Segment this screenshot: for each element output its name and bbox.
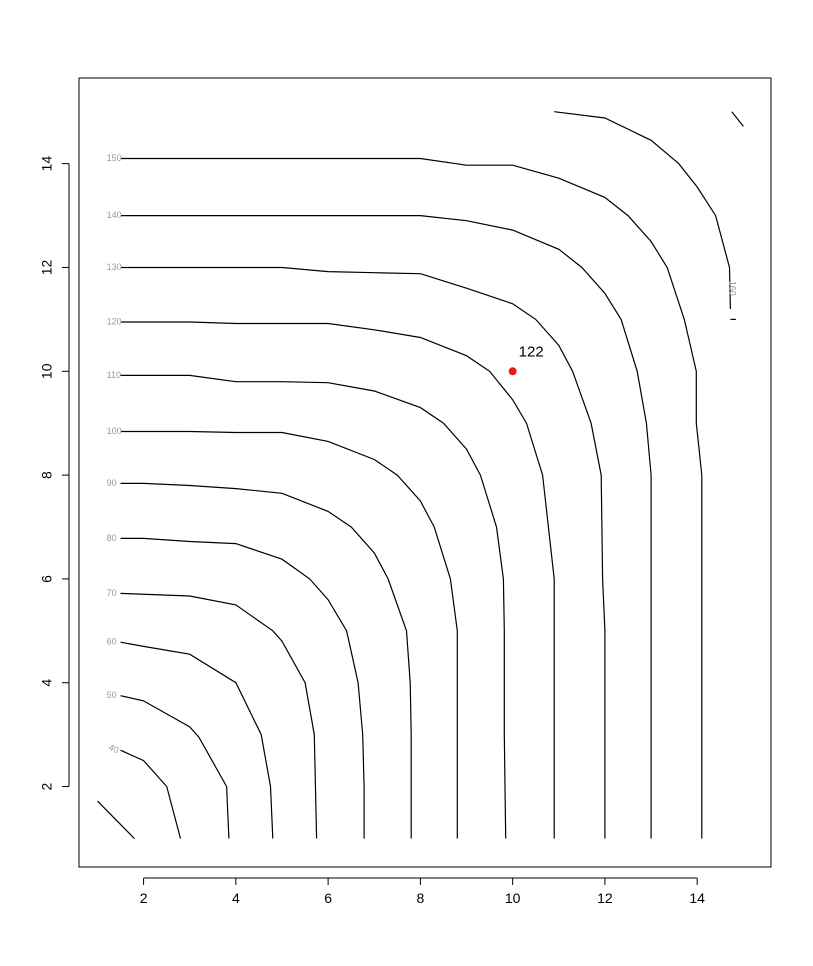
contour-label-110-7: 110 [107,370,121,380]
highlight-point [508,367,517,376]
contour-label-50-1: 50 [107,690,117,700]
contour-line-80-5 [120,537,365,839]
contour-label-150-11: 150 [107,153,122,163]
contour-line-160-13 [554,111,731,310]
x-tick-label-4: 10 [505,890,521,906]
contour-line-130-10 [120,266,606,839]
highlight-group: 122 [508,343,544,376]
contour-label-120-8: 120 [107,316,122,326]
y-tick-label-1: 4 [39,679,55,687]
x-tick-label-5: 12 [597,890,613,906]
y-tick-label-6: 14 [39,156,55,172]
y-tick-label-2: 6 [39,575,55,583]
contour-line-140-11 [120,215,652,839]
x-axis: 2 4 6 8 10 12 14 [140,877,705,906]
y-tick-label-0: 2 [39,782,55,790]
x-tick-label-1: 4 [232,890,240,906]
y-tick-label-3: 8 [39,471,55,479]
contour-label-100-6: 100 [107,426,122,436]
contour-label-160-12: 160 [727,281,737,296]
contour-label-140-10: 140 [107,210,122,220]
contour-lines [97,111,744,839]
contour-label-60-2: 60 [107,637,117,647]
contour-line-40-1 [120,749,182,839]
highlight-point-label: 122 [519,343,544,360]
contour-line-160-15 [731,111,744,127]
x-tick-label-3: 8 [416,890,424,906]
contour-labels: 40 50 60 70 80 90 100 110 120 130 140 150 160 [107,153,738,755]
contour-line-150-12 [120,157,703,839]
contour-label-80-4: 80 [107,533,117,543]
contour-line-120-9 [120,321,555,839]
y-tick-label-5: 12 [39,259,55,275]
y-axis: 2 4 6 8 10 12 14 [39,156,70,790]
contour-label-70-3: 70 [107,588,117,598]
contour-line-90-6 [120,482,412,839]
y-tick-label-4: 10 [39,363,55,379]
x-tick-label-0: 2 [140,890,148,906]
contour-line-60-3 [120,641,274,839]
x-tick-label-2: 6 [324,890,332,906]
contour-label-130-9: 130 [107,262,122,272]
plot-frame [78,77,772,868]
contour-label-40-0: 40 [107,742,120,755]
contour-line-100-7 [120,430,458,839]
contour-line-50-2 [120,695,230,839]
contour-line-40-0 [97,800,135,839]
contour-line-110-8 [120,374,507,839]
contour-line-70-4 [120,592,318,839]
contour-label-90-5: 90 [107,478,117,488]
x-tick-label-6: 14 [689,890,705,906]
